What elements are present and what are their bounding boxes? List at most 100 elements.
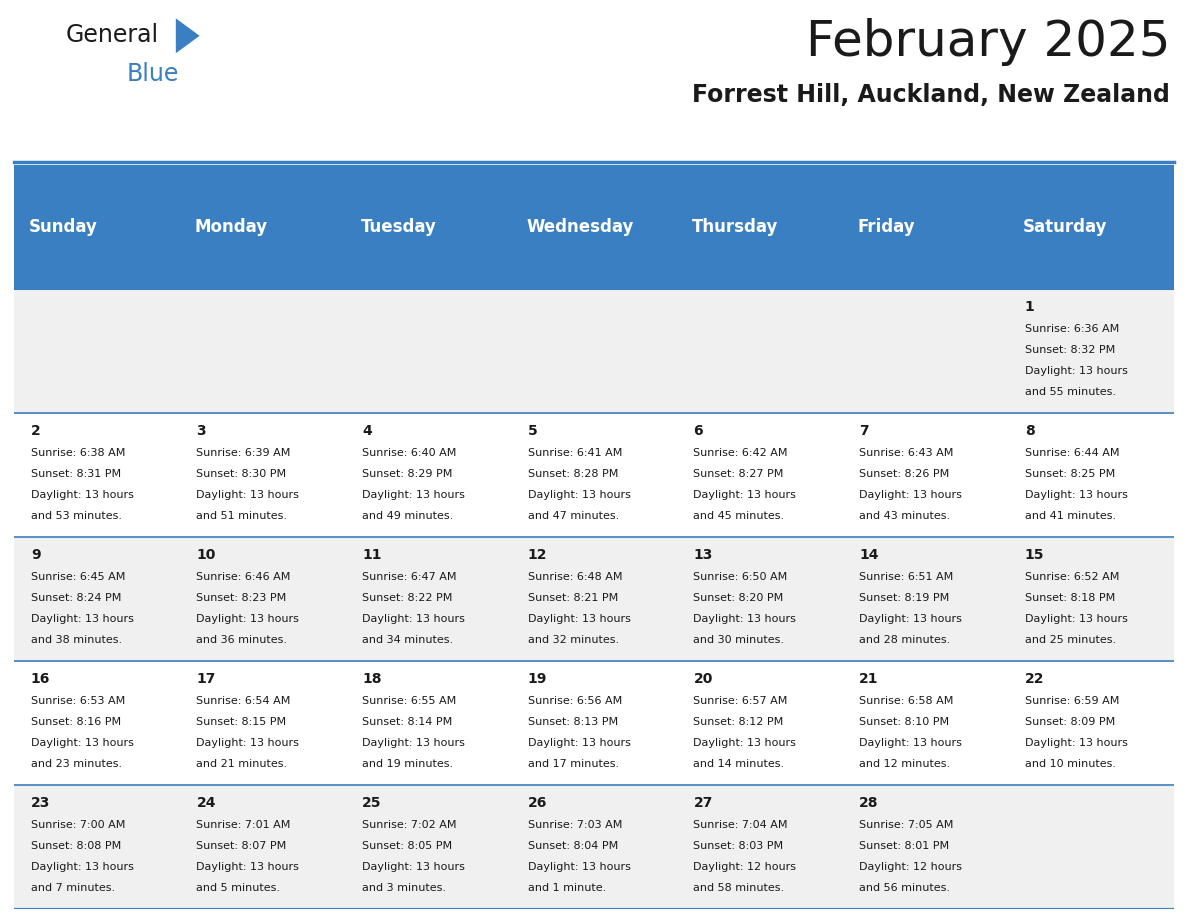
Text: Sunrise: 6:42 AM: Sunrise: 6:42 AM [694,448,788,458]
Text: 15: 15 [1025,548,1044,562]
Text: and 3 minutes.: and 3 minutes. [362,883,447,893]
Text: Sunset: 8:16 PM: Sunset: 8:16 PM [31,717,121,727]
Text: Sunset: 8:08 PM: Sunset: 8:08 PM [31,841,121,851]
Text: Daylight: 13 hours: Daylight: 13 hours [527,614,631,624]
Text: and 23 minutes.: and 23 minutes. [31,759,122,769]
Text: 23: 23 [31,796,50,810]
Text: and 43 minutes.: and 43 minutes. [859,511,950,521]
Bar [14,165,1174,289]
Text: February 2025: February 2025 [805,18,1170,66]
Text: 11: 11 [362,548,381,562]
Text: Blue: Blue [127,62,179,86]
Text: Sunset: 8:24 PM: Sunset: 8:24 PM [31,593,121,603]
Text: Sunrise: 7:01 AM: Sunrise: 7:01 AM [196,820,291,830]
Text: Sunday: Sunday [30,218,99,236]
Text: and 34 minutes.: and 34 minutes. [362,635,454,645]
Text: 4: 4 [362,424,372,438]
Text: and 17 minutes.: and 17 minutes. [527,759,619,769]
Text: Sunrise: 6:48 AM: Sunrise: 6:48 AM [527,572,623,582]
Text: Sunrise: 7:03 AM: Sunrise: 7:03 AM [527,820,623,830]
Text: Sunset: 8:31 PM: Sunset: 8:31 PM [31,469,121,479]
Text: 25: 25 [362,796,381,810]
Text: Daylight: 13 hours: Daylight: 13 hours [31,862,134,872]
Text: 17: 17 [196,672,216,686]
Text: Sunrise: 6:54 AM: Sunrise: 6:54 AM [196,696,291,706]
Text: Sunset: 8:30 PM: Sunset: 8:30 PM [196,469,286,479]
Text: Sunset: 8:15 PM: Sunset: 8:15 PM [196,717,286,727]
Text: Sunrise: 6:51 AM: Sunrise: 6:51 AM [859,572,953,582]
Text: Sunset: 8:14 PM: Sunset: 8:14 PM [362,717,453,727]
Text: Daylight: 13 hours: Daylight: 13 hours [527,490,631,500]
Text: Daylight: 13 hours: Daylight: 13 hours [1025,490,1127,500]
Text: and 19 minutes.: and 19 minutes. [362,759,454,769]
Text: and 1 minute.: and 1 minute. [527,883,606,893]
Text: Sunrise: 6:45 AM: Sunrise: 6:45 AM [31,572,125,582]
Text: 8: 8 [1025,424,1035,438]
Text: Daylight: 13 hours: Daylight: 13 hours [362,490,465,500]
Text: and 51 minutes.: and 51 minutes. [196,511,287,521]
Text: Daylight: 12 hours: Daylight: 12 hours [859,862,962,872]
Text: Daylight: 13 hours: Daylight: 13 hours [196,862,299,872]
Text: 19: 19 [527,672,548,686]
Text: Sunset: 8:12 PM: Sunset: 8:12 PM [694,717,784,727]
Text: Sunrise: 6:47 AM: Sunrise: 6:47 AM [362,572,456,582]
Text: General: General [65,23,158,47]
Text: Daylight: 13 hours: Daylight: 13 hours [362,738,465,748]
Text: Sunrise: 6:59 AM: Sunrise: 6:59 AM [1025,696,1119,706]
Text: and 56 minutes.: and 56 minutes. [859,883,950,893]
Text: 18: 18 [362,672,381,686]
Text: and 21 minutes.: and 21 minutes. [196,759,287,769]
Text: and 36 minutes.: and 36 minutes. [196,635,287,645]
Text: Daylight: 13 hours: Daylight: 13 hours [859,614,962,624]
Text: Monday: Monday [195,218,268,236]
Text: 16: 16 [31,672,50,686]
Bar [14,537,1174,661]
Text: Sunset: 8:26 PM: Sunset: 8:26 PM [859,469,949,479]
Text: Daylight: 13 hours: Daylight: 13 hours [859,738,962,748]
Text: and 41 minutes.: and 41 minutes. [1025,511,1116,521]
Text: Sunset: 8:21 PM: Sunset: 8:21 PM [527,593,618,603]
Text: Sunrise: 6:46 AM: Sunrise: 6:46 AM [196,572,291,582]
Text: 5: 5 [527,424,537,438]
Text: Daylight: 13 hours: Daylight: 13 hours [1025,614,1127,624]
Text: Sunset: 8:09 PM: Sunset: 8:09 PM [1025,717,1114,727]
Text: 1: 1 [1025,300,1035,314]
Text: Friday: Friday [858,218,915,236]
Text: Daylight: 13 hours: Daylight: 13 hours [31,614,134,624]
Text: Daylight: 13 hours: Daylight: 13 hours [694,490,796,500]
Text: Daylight: 13 hours: Daylight: 13 hours [694,614,796,624]
Bar [14,661,1174,785]
Text: Daylight: 12 hours: Daylight: 12 hours [694,862,796,872]
Text: Thursday: Thursday [691,218,778,236]
Text: Sunrise: 6:43 AM: Sunrise: 6:43 AM [859,448,954,458]
Text: Sunrise: 6:53 AM: Sunrise: 6:53 AM [31,696,125,706]
Text: Sunset: 8:20 PM: Sunset: 8:20 PM [694,593,784,603]
Text: Sunrise: 6:56 AM: Sunrise: 6:56 AM [527,696,623,706]
Text: Sunrise: 6:50 AM: Sunrise: 6:50 AM [694,572,788,582]
Text: Sunrise: 7:02 AM: Sunrise: 7:02 AM [362,820,456,830]
Text: Tuesday: Tuesday [360,218,436,236]
Text: 27: 27 [694,796,713,810]
Text: Sunset: 8:13 PM: Sunset: 8:13 PM [527,717,618,727]
Text: Daylight: 13 hours: Daylight: 13 hours [1025,738,1127,748]
Text: Daylight: 13 hours: Daylight: 13 hours [196,738,299,748]
Text: Daylight: 13 hours: Daylight: 13 hours [31,738,134,748]
Text: Sunrise: 6:38 AM: Sunrise: 6:38 AM [31,448,125,458]
Text: Daylight: 13 hours: Daylight: 13 hours [362,614,465,624]
Text: Sunset: 8:18 PM: Sunset: 8:18 PM [1025,593,1114,603]
Text: 6: 6 [694,424,703,438]
Text: and 5 minutes.: and 5 minutes. [196,883,280,893]
Text: Daylight: 13 hours: Daylight: 13 hours [196,490,299,500]
Text: and 10 minutes.: and 10 minutes. [1025,759,1116,769]
Text: Saturday: Saturday [1023,218,1107,236]
Text: and 45 minutes.: and 45 minutes. [694,511,784,521]
Text: and 38 minutes.: and 38 minutes. [31,635,122,645]
Text: Sunset: 8:03 PM: Sunset: 8:03 PM [694,841,784,851]
Text: Sunset: 8:07 PM: Sunset: 8:07 PM [196,841,286,851]
Text: Sunrise: 6:44 AM: Sunrise: 6:44 AM [1025,448,1119,458]
Text: 24: 24 [196,796,216,810]
Text: Sunrise: 6:39 AM: Sunrise: 6:39 AM [196,448,291,458]
Text: Daylight: 13 hours: Daylight: 13 hours [859,490,962,500]
Text: Daylight: 13 hours: Daylight: 13 hours [362,862,465,872]
Text: Wednesday: Wednesday [526,218,633,236]
